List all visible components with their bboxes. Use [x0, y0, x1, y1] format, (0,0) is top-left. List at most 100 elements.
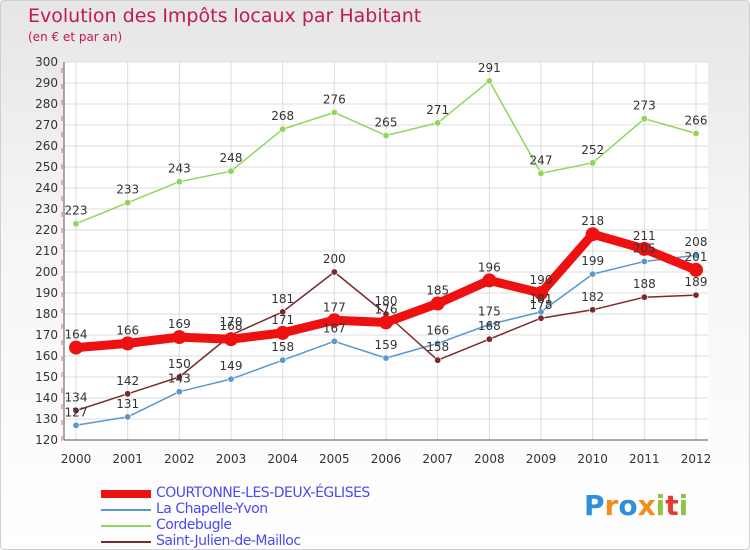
data-point-2 — [382, 132, 390, 140]
data-label: 273 — [633, 99, 656, 113]
legend-swatch-courtonne — [101, 490, 151, 498]
x-tick-label: 2002 — [164, 452, 195, 466]
x-tick-label: 2003 — [216, 452, 247, 466]
data-label: 265 — [375, 116, 398, 130]
data-point-3 — [124, 390, 132, 398]
data-point-2 — [175, 178, 183, 186]
data-label: 176 — [375, 302, 398, 316]
data-point-1 — [589, 270, 597, 278]
logo-letter: i — [655, 489, 666, 522]
data-point-2 — [124, 199, 132, 207]
data-label: 208 — [685, 235, 708, 249]
data-point-1 — [640, 257, 648, 265]
y-tick-label: 230 — [35, 202, 58, 216]
data-label: 134 — [65, 391, 88, 405]
y-tick-label: 240 — [35, 181, 58, 195]
data-point-3 — [72, 407, 80, 415]
data-point-3 — [175, 373, 183, 381]
x-tick-label: 2009 — [526, 452, 557, 466]
data-label: 189 — [685, 275, 708, 289]
legend-label-cordebugle: Cordebugle — [156, 517, 232, 533]
data-label: 142 — [116, 374, 139, 388]
x-tick-label: 2010 — [577, 452, 608, 466]
data-label: 243 — [168, 162, 191, 176]
data-label: 268 — [271, 109, 294, 123]
data-label: 166 — [426, 323, 449, 337]
data-label: 248 — [220, 151, 243, 165]
data-point-3 — [640, 293, 648, 301]
data-point-0 — [482, 273, 497, 288]
y-tick-label: 300 — [35, 55, 58, 69]
data-label: 276 — [323, 92, 346, 106]
data-point-1 — [434, 339, 442, 347]
data-point-3 — [330, 268, 338, 276]
logo-letter: x — [637, 489, 656, 522]
legend-label-saint-julien: Saint-Julien-de-Mailloc — [156, 533, 301, 549]
data-label: 185 — [426, 284, 449, 298]
data-label: 178 — [530, 298, 553, 312]
legend-label-courtonne: COURTONNE-LES-DEUX-ÉGLISES — [156, 485, 370, 501]
legend-label-la-chapelle-yvon: La Chapelle-Yvon — [156, 501, 268, 517]
x-tick-label: 2000 — [61, 452, 92, 466]
data-label: 200 — [323, 252, 346, 266]
data-label: 211 — [633, 229, 656, 243]
data-point-0 — [534, 286, 548, 300]
data-point-2 — [485, 77, 493, 85]
data-point-2 — [537, 169, 545, 177]
y-tick-label: 140 — [35, 391, 58, 405]
y-tick-label: 190 — [35, 286, 58, 300]
data-label: 168 — [478, 319, 501, 333]
data-label: 164 — [65, 328, 88, 342]
data-point-1 — [382, 354, 390, 362]
data-label: 205 — [633, 242, 656, 256]
x-tick-label: 2004 — [267, 452, 298, 466]
y-tick-label: 160 — [35, 349, 58, 363]
data-point-2 — [72, 220, 80, 228]
data-label: 218 — [581, 214, 604, 228]
data-point-0 — [275, 325, 290, 340]
data-point-1 — [175, 388, 183, 396]
logo-letter: i — [678, 489, 689, 522]
chart-data-labels: 164 166 169 168 171 177 176 185 196 190 218 211 201 1… — [65, 61, 708, 419]
chart-grid — [64, 61, 708, 441]
data-label: 171 — [271, 313, 294, 327]
y-tick-label: 200 — [35, 265, 58, 279]
chart-axes: 120 130 140 150 160 170 180 190 200 210 220 230 240 2… — [35, 55, 711, 466]
data-label: 223 — [65, 204, 88, 218]
y-tick-label: 210 — [35, 244, 58, 258]
data-point-0 — [172, 330, 187, 345]
data-label: 180 — [375, 294, 398, 308]
y-tick-label: 290 — [35, 76, 58, 90]
chart-series — [69, 77, 703, 429]
data-point-0 — [689, 262, 703, 277]
data-label: 247 — [530, 153, 553, 167]
y-tick-label: 120 — [35, 433, 58, 447]
data-point-0 — [327, 313, 342, 328]
data-label: 177 — [323, 300, 346, 314]
x-tick-label: 2006 — [371, 452, 402, 466]
logo-letter: r — [604, 489, 619, 522]
x-tick-label: 2001 — [112, 452, 143, 466]
data-point-0 — [379, 315, 393, 330]
y-tick-label: 280 — [35, 97, 58, 111]
y-tick-label: 150 — [35, 370, 58, 384]
data-label: 291 — [478, 61, 501, 75]
data-label: 188 — [633, 277, 656, 291]
data-label: 175 — [478, 305, 501, 319]
data-label: 196 — [478, 260, 501, 274]
data-label: 131 — [116, 397, 139, 411]
y-tick-label: 130 — [35, 412, 58, 426]
chart-subtitle: (en € et par an) — [28, 30, 123, 44]
x-tick-label: 2012 — [681, 452, 712, 466]
data-point-3 — [537, 314, 545, 322]
data-label: 149 — [220, 359, 243, 373]
x-tick-label: 2007 — [422, 452, 453, 466]
data-point-0 — [637, 241, 652, 256]
data-point-2 — [692, 129, 700, 137]
data-point-1 — [72, 421, 80, 429]
data-label: 169 — [168, 317, 191, 331]
data-label: 266 — [685, 113, 708, 127]
legend-swatch-la-chapelle-yvon — [101, 509, 151, 511]
